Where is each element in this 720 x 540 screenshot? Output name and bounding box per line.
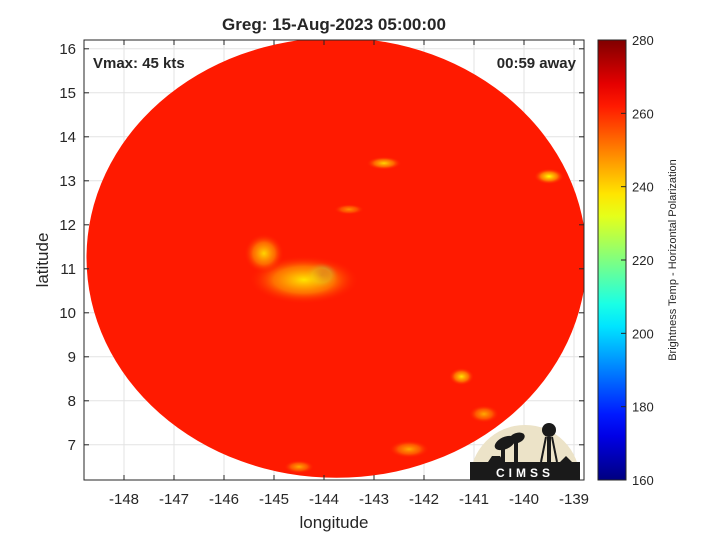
brightness-feature (469, 405, 499, 423)
colorbar-tick-label: 260 (632, 106, 654, 121)
y-axis-label: latitude (33, 233, 52, 288)
colorbar-tick-label: 220 (632, 253, 654, 268)
plot-border (83, 39, 585, 481)
y-tick-label: 7 (68, 437, 76, 454)
x-tick-label: -140 (509, 491, 539, 508)
y-tick-label: 10 (59, 305, 76, 322)
chart-title: Greg: 15-Aug-2023 05:00:00 (222, 15, 446, 34)
y-tick-label: 14 (59, 129, 76, 146)
brightness-feature (244, 233, 284, 274)
colorbar: 160 180 200 220 240 260 280 Brightness Temp - … (597, 33, 679, 488)
brightness-feature (284, 460, 314, 474)
x-tick-label: -147 (159, 491, 189, 508)
vmax-annotation: Vmax: 45 kts (93, 55, 185, 72)
colorbar-tick-label: 180 (632, 400, 654, 415)
x-tick-label: -143 (359, 491, 389, 508)
logo-text: CIMSS (496, 466, 554, 480)
y-tick-label: 9 (68, 349, 76, 366)
satellite-dish-icon (509, 432, 525, 444)
brightness-feature (389, 440, 429, 459)
colorbar-tick-label: 280 (632, 33, 654, 48)
colorbar-tick-label: 200 (632, 326, 654, 341)
y-tick-label: 16 (59, 41, 76, 58)
brightness-feature (449, 367, 474, 386)
time-offset-annotation: 00:59 away (497, 55, 577, 72)
y-tick-label: 15 (59, 85, 76, 102)
colorbar-ticks: 160 180 200 220 240 260 280 (621, 33, 654, 488)
brightness-feature (366, 156, 402, 170)
cimss-logo: CIMSS (470, 423, 580, 480)
x-tick-label: -146 (209, 491, 239, 508)
brightness-feature (334, 204, 364, 215)
brightness-feature (534, 168, 564, 185)
y-tick-label: 12 (59, 217, 76, 234)
x-tick-label: -139 (559, 491, 589, 508)
colorbar-label: Brightness Temp - Horizontal Polarizatio… (667, 159, 679, 361)
x-tick-label: -142 (409, 491, 439, 508)
brightness-swath (86, 40, 584, 478)
y-tick-label: 11 (60, 261, 76, 278)
y-tick-label: 13 (59, 173, 76, 190)
swath-disk (86, 40, 584, 478)
x-tick-label: -145 (259, 491, 289, 508)
x-tick-label: -148 (109, 491, 139, 508)
y-tick-label: 8 (68, 393, 76, 410)
colorbar-tick-label: 240 (632, 180, 654, 195)
water-tower-icon (542, 423, 556, 437)
x-tick-label: -141 (459, 491, 489, 508)
x-tick-label: -144 (309, 491, 339, 508)
colorbar-tick-label: 160 (632, 473, 654, 488)
x-axis-label: longitude (299, 513, 368, 532)
axis-ticks: -148 -147 -146 -145 -144 -143 -142 -141 -140 -139… (59, 40, 589, 508)
